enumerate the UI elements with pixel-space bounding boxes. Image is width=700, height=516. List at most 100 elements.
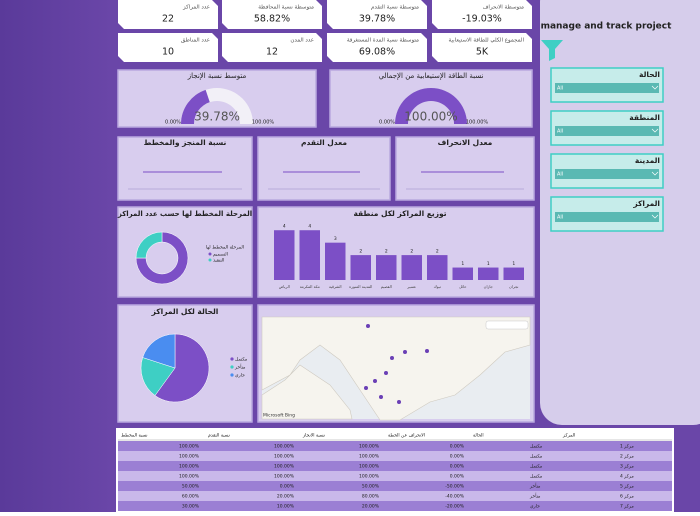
table-row <box>118 481 672 491</box>
table-cell: مكتمل <box>530 474 543 480</box>
table-cell: 50.00% <box>362 484 380 490</box>
kpi-card <box>432 33 532 62</box>
kpi-card <box>222 33 322 62</box>
kpi-value: 39.78% <box>359 14 395 25</box>
panel-title: manage and track project <box>541 22 673 32</box>
legend-label: متأخر <box>234 364 246 371</box>
kpi-label: متوسطة نسبة المحافظة <box>258 5 314 11</box>
map-point <box>403 350 407 354</box>
kpi-label: عدد المدن <box>290 38 314 44</box>
table-cell: 100.00% <box>274 454 295 460</box>
slice <box>135 231 189 285</box>
slicer-dropdown[interactable] <box>555 212 659 222</box>
slicer-label: المنطقة <box>629 113 660 122</box>
table-cell: مركز 5 <box>620 484 634 490</box>
slice <box>154 333 210 403</box>
table-cell: -40.00% <box>445 494 465 500</box>
table-row <box>118 491 672 501</box>
legend-dot <box>208 252 212 256</box>
gauge-max: 100.00% <box>252 120 274 126</box>
card <box>395 136 535 201</box>
table-cell: 100.00% <box>274 474 295 480</box>
kpi-card <box>222 0 322 29</box>
map-control[interactable] <box>485 320 529 330</box>
legend-label: جاري <box>235 374 245 379</box>
slicer-value: All <box>557 129 563 135</box>
dropdown-arrow <box>651 128 659 133</box>
kpi-card <box>327 0 427 29</box>
table-row <box>118 441 672 451</box>
kpi-card <box>118 33 218 62</box>
bar-category: الشرقية <box>329 284 342 289</box>
kpi-label: متوسطة نسبة المدة المستغرقة <box>347 38 419 44</box>
legend-label: مكتمل <box>235 357 248 363</box>
table-cell: 50.00% <box>182 484 200 490</box>
bar-category: حائل <box>459 284 467 289</box>
kpi-value: 69.08% <box>359 47 395 58</box>
table-cell: متأخر <box>529 493 541 500</box>
table-cell: 100.00% <box>179 464 200 470</box>
table-header: الحالة <box>473 434 484 439</box>
bar-label: 2 <box>410 249 413 255</box>
mini-chart-title: معدل التقدم <box>301 138 347 147</box>
kpi-label: عدد المراكز <box>182 4 210 11</box>
table-cell: 20.00% <box>362 504 380 510</box>
table-cell: 20.00% <box>277 494 295 500</box>
table-cell: 0.00% <box>450 464 465 470</box>
bar-label: 1 <box>461 261 464 267</box>
legend-label: التصميم <box>213 253 228 258</box>
gauge-max: 100.00% <box>466 120 488 126</box>
kpi-label: متوسطة الانحراف <box>483 5 524 11</box>
card <box>257 136 391 201</box>
slice <box>140 357 176 396</box>
slicer-dropdown[interactable] <box>555 126 659 136</box>
table-cell: 100.00% <box>274 444 295 450</box>
kpi-value: 10 <box>162 47 174 58</box>
table-header: المركز <box>562 433 575 439</box>
bar-label: 1 <box>512 261 515 267</box>
kpi-value: 22 <box>162 14 174 25</box>
legend-dot <box>208 258 212 262</box>
legend-title: المرحلة المخطط لها <box>206 246 244 251</box>
dropdown-arrow <box>651 171 659 176</box>
bar <box>401 255 422 280</box>
bar-category: عسير <box>406 284 416 289</box>
table-cell: مركز 1 <box>620 444 634 450</box>
slicer-dropdown[interactable] <box>555 83 659 93</box>
bar-category: نجران <box>509 284 518 289</box>
table-cell: -20.00% <box>445 504 465 510</box>
table-cell: 30.00% <box>182 504 200 510</box>
pie-title: الحالة لكل المراكز <box>151 307 219 316</box>
slicer-value: All <box>557 86 563 92</box>
bar <box>503 267 524 280</box>
table-cell: 0.00% <box>450 444 465 450</box>
table-cell: 100.00% <box>179 474 200 480</box>
kpi-value: -19.03% <box>462 14 502 25</box>
slicer-dropdown[interactable] <box>555 169 659 179</box>
bar-label: 2 <box>436 249 439 255</box>
gauge-value: 39.78% <box>194 110 240 124</box>
bar <box>350 255 371 280</box>
table-cell: متأخر <box>529 483 541 490</box>
table-cell: 10.00% <box>277 504 295 510</box>
gauge-fill <box>181 89 210 124</box>
bar-label: 3 <box>334 236 337 242</box>
bar <box>299 230 320 280</box>
table-header: نسبة المخطط <box>121 434 148 439</box>
map-point <box>379 395 383 399</box>
map-land <box>261 316 531 421</box>
table-cell: 100.00% <box>359 474 380 480</box>
dropdown-arrow <box>651 214 659 219</box>
slicer-label: الحالة <box>639 70 660 79</box>
bar-category: تبوك <box>434 284 441 289</box>
table-header: نسبة الانجاز <box>302 434 325 439</box>
bar-category: الرياض <box>279 284 290 289</box>
bar-label: 2 <box>359 249 362 255</box>
kpi-label: عدد المناطق <box>181 38 210 44</box>
bar-category: المدينة المنورة <box>349 284 372 289</box>
slice <box>135 231 163 259</box>
mini-chart-title: معدل الانحراف <box>438 138 493 147</box>
bar-label: 1 <box>487 261 490 267</box>
map-point <box>397 400 401 404</box>
